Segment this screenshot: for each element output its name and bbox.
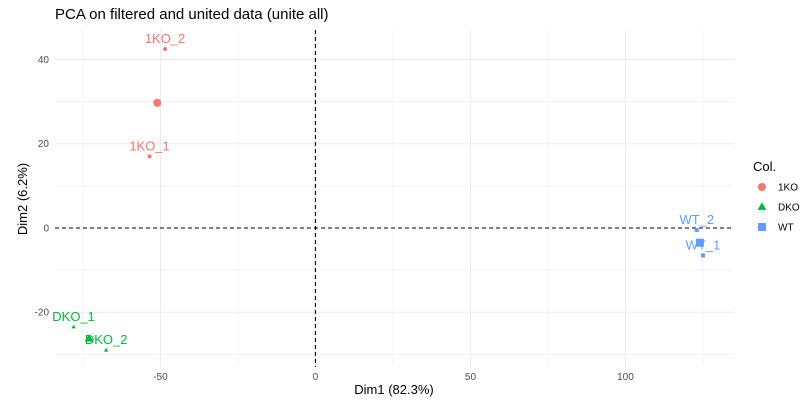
data-point [103, 347, 109, 352]
axis-ticks: -50 0 50 100 -20 0 20 40 [35, 55, 635, 383]
group-centroid [695, 238, 704, 247]
legend-label: DKO [778, 203, 800, 214]
group-centroid [153, 98, 162, 107]
legend: Col. 1KO DKO WT [753, 159, 800, 234]
point-label: 1KO_1 [129, 138, 169, 153]
point-label: WT_1 [686, 237, 721, 252]
y-tick-label: -20 [35, 308, 50, 319]
x-tick-label: 100 [617, 372, 634, 383]
data-point [700, 253, 705, 258]
group-centroid [84, 334, 94, 342]
legend-key [758, 183, 766, 191]
y-tick-label: 20 [38, 139, 50, 150]
x-tick-label: 50 [465, 372, 477, 383]
x-tick-label: -50 [153, 372, 168, 383]
legend-label: 1KO [778, 183, 798, 194]
legend-entry: WT [758, 223, 794, 234]
y-tick-label: 40 [38, 55, 50, 66]
point-label: DKO_1 [52, 309, 95, 324]
grid-layer [55, 30, 734, 367]
x-tick-label: 0 [313, 372, 319, 383]
legend-label: WT [778, 223, 794, 234]
x-axis-label: Dim1 (82.3%) [354, 382, 433, 397]
legend-key [758, 223, 766, 231]
point-label: 1KO_2 [145, 31, 185, 46]
point-label: WT_2 [679, 212, 714, 227]
data-points [71, 46, 705, 352]
data-point [71, 324, 76, 329]
legend-entries: 1KO DKO WT [757, 183, 800, 234]
legend-entry: 1KO [758, 183, 798, 194]
reference-lines [55, 30, 734, 367]
point-labels: 1KO_1 1KO_2 DKO_1 DKO_2 WT_1 WT_2 [52, 31, 720, 347]
y-axis-label: Dim2 (6.2%) [15, 163, 30, 235]
legend-entry: DKO [757, 202, 800, 214]
legend-title: Col. [753, 159, 776, 174]
data-point [147, 154, 152, 159]
point-label: DKO_2 [85, 332, 128, 347]
y-tick-label: 0 [43, 223, 49, 234]
data-point [163, 46, 168, 51]
chart-title: PCA on filtered and united data (unite a… [55, 6, 329, 23]
data-point [694, 228, 699, 233]
legend-key [757, 202, 767, 210]
